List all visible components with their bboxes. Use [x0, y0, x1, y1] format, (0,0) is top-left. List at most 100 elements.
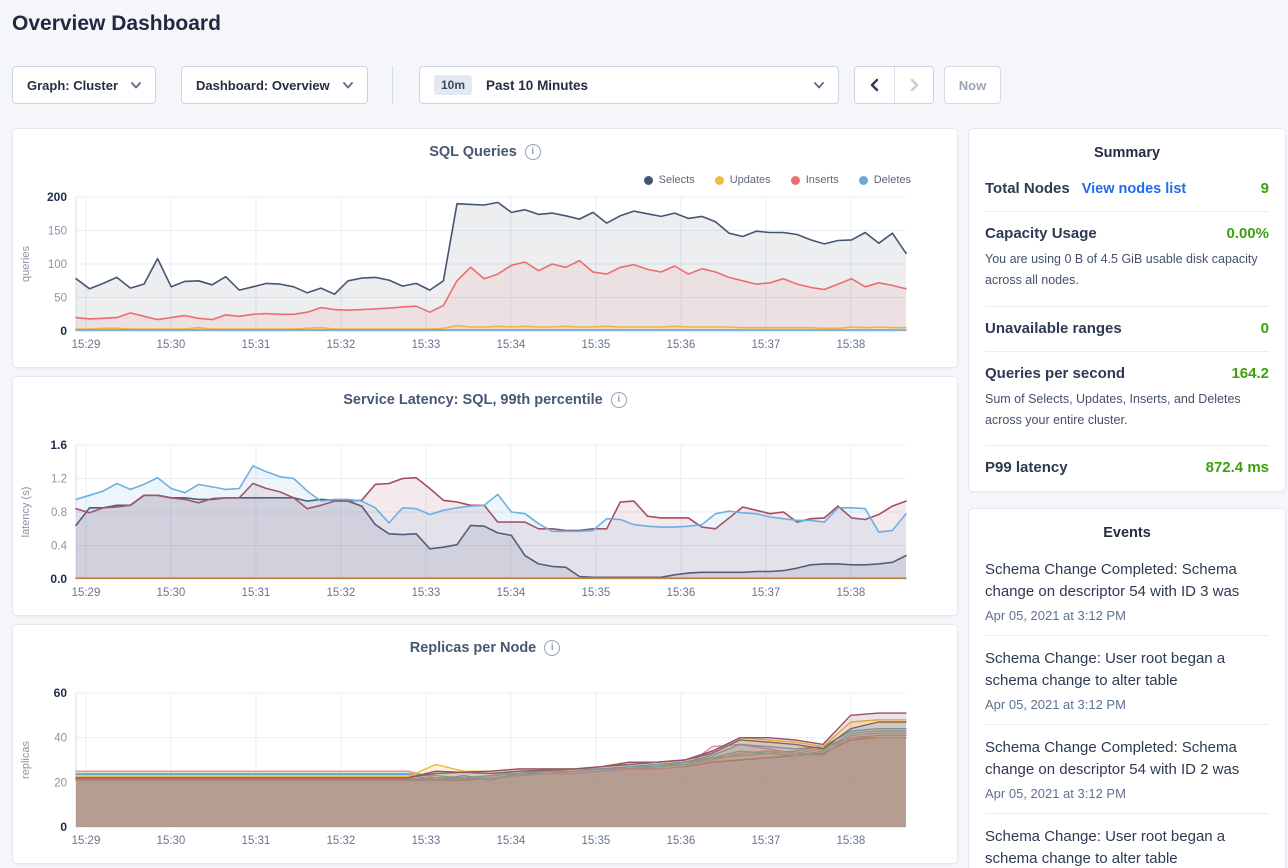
- svg-text:15:31: 15:31: [242, 339, 271, 351]
- svg-text:0: 0: [60, 324, 67, 338]
- svg-text:queries: queries: [20, 245, 32, 282]
- svg-text:15:30: 15:30: [157, 835, 186, 847]
- legend-item-inserts: Inserts: [790, 174, 839, 186]
- summary-row: P99 latency 872.4 ms: [985, 446, 1269, 490]
- events-list: Schema Change Completed: Schema change o…: [969, 547, 1285, 868]
- svg-text:15:33: 15:33: [412, 339, 441, 351]
- svg-text:15:33: 15:33: [412, 835, 441, 847]
- svg-text:15:37: 15:37: [752, 835, 781, 847]
- svg-text:0.4: 0.4: [51, 541, 68, 553]
- summary-row-label: Capacity Usage: [985, 225, 1097, 242]
- summary-row-label: P99 latency: [985, 459, 1068, 476]
- svg-text:50: 50: [54, 293, 67, 305]
- svg-text:15:30: 15:30: [157, 339, 186, 351]
- summary-row: Capacity Usage 0.00% You are using 0 B of …: [985, 212, 1269, 307]
- time-range-dropdown[interactable]: 10m Past 10 Minutes: [419, 66, 839, 104]
- svg-text:15:31: 15:31: [242, 587, 271, 599]
- svg-text:15:36: 15:36: [667, 835, 696, 847]
- svg-text:latency (s): latency (s): [20, 487, 32, 538]
- sql-queries-chart-plot[interactable]: 15:29 15:30 15:31 15:32 15:33 15:34 15:35 15:36…: [13, 179, 959, 357]
- legend-label: Deletes: [873, 174, 911, 186]
- previous-time-window-button[interactable]: [855, 67, 894, 103]
- view-nodes-list-link[interactable]: View nodes list: [1081, 181, 1187, 197]
- svg-text:15:36: 15:36: [667, 339, 696, 351]
- svg-text:40: 40: [54, 733, 67, 745]
- time-range-badge: 10m: [434, 75, 473, 95]
- summary-row-label: Unavailable ranges: [985, 319, 1122, 337]
- time-range-label: Past 10 Minutes: [486, 77, 589, 93]
- graph-dropdown[interactable]: Graph: Cluster: [12, 66, 156, 104]
- chevron-down-icon: [131, 82, 141, 89]
- svg-text:200: 200: [47, 190, 67, 204]
- page-title: Overview Dashboard: [12, 12, 221, 35]
- summary-row: Unavailable ranges 0: [985, 307, 1269, 352]
- svg-text:15:29: 15:29: [72, 587, 101, 599]
- svg-text:15:35: 15:35: [582, 339, 611, 351]
- summary-row-label: Total Nodes: [985, 180, 1070, 197]
- info-icon[interactable]: i: [610, 392, 627, 408]
- summary-title: Summary: [1093, 145, 1161, 161]
- event-text: Schema Change: User root began a schema …: [985, 650, 1226, 689]
- chevron-right-icon: [910, 78, 918, 92]
- events-title: Events: [1103, 525, 1151, 541]
- event-timestamp: Apr 05, 2021 at 3:12 PM: [985, 697, 1126, 712]
- sql-queries-legend: Selects Updates Inserts Deletes: [643, 174, 911, 186]
- summary-row: Total Nodes View nodes list 9: [985, 167, 1269, 212]
- event-timestamp: Apr 05, 2021 at 3:12 PM: [985, 786, 1126, 801]
- chart-title-replicas-per-node: Replicas per Node: [409, 640, 537, 656]
- svg-text:100: 100: [48, 259, 67, 271]
- svg-text:15:34: 15:34: [497, 587, 526, 599]
- svg-text:15:31: 15:31: [242, 835, 271, 847]
- event-timestamp: Apr 05, 2021 at 3:12 PM: [985, 608, 1126, 623]
- svg-text:60: 60: [54, 686, 68, 700]
- svg-text:150: 150: [48, 226, 67, 238]
- svg-text:15:33: 15:33: [412, 587, 441, 599]
- summary-row-value: 0: [1260, 319, 1269, 337]
- svg-text:15:35: 15:35: [582, 835, 611, 847]
- svg-text:15:34: 15:34: [497, 339, 526, 351]
- legend-item-updates: Updates: [714, 174, 771, 186]
- replicas-per-node-panel: Replicas per Node i 15:29 15:30 15:31 15:32…: [12, 624, 958, 864]
- legend-label: Updates: [729, 174, 771, 186]
- info-icon[interactable]: i: [544, 640, 561, 656]
- summary-row-value: 9: [1260, 180, 1269, 197]
- event-text: Schema Change Completed: Schema change o…: [985, 739, 1240, 778]
- service-latency-panel: Service Latency: SQL, 99th percentile i …: [12, 376, 958, 616]
- summary-rows: Total Nodes View nodes list 9 Capacity Usag…: [969, 167, 1285, 490]
- svg-text:replicas: replicas: [20, 741, 32, 779]
- controls-divider: [392, 66, 393, 104]
- svg-text:15:32: 15:32: [327, 835, 356, 847]
- legend-label: Selects: [658, 174, 695, 186]
- summary-row-value: 164.2: [1231, 364, 1269, 382]
- controls-bar: Graph: Cluster Dashboard: Overview 10m P…: [12, 66, 1001, 104]
- legend-dot: [714, 175, 724, 185]
- svg-text:1.6: 1.6: [50, 438, 67, 452]
- svg-text:15:37: 15:37: [752, 587, 781, 599]
- event-text: Schema Change: User root began a schema …: [985, 828, 1226, 867]
- chevron-left-icon: [870, 78, 879, 92]
- service-latency-chart-plot[interactable]: 15:29 15:30 15:31 15:32 15:33 15:34 15:35 15:36…: [13, 427, 959, 605]
- svg-text:15:35: 15:35: [582, 587, 611, 599]
- info-icon[interactable]: i: [524, 144, 541, 160]
- legend-dot: [858, 175, 868, 185]
- svg-text:15:37: 15:37: [752, 339, 781, 351]
- svg-text:15:38: 15:38: [836, 339, 865, 351]
- event-list-item: Schema Change: User root began a schema …: [985, 814, 1269, 868]
- now-button[interactable]: Now: [944, 66, 1001, 104]
- legend-dot: [790, 175, 800, 185]
- svg-text:15:34: 15:34: [497, 835, 526, 847]
- time-step-buttons: [854, 66, 934, 104]
- dashboard-dropdown[interactable]: Dashboard: Overview: [181, 66, 368, 104]
- summary-row: Queries per second 164.2 Sum of Selects, U…: [985, 352, 1269, 446]
- chevron-down-icon: [814, 82, 824, 89]
- legend-dot: [643, 175, 653, 185]
- event-list-item: Schema Change Completed: Schema change o…: [985, 725, 1269, 814]
- svg-text:15:36: 15:36: [667, 587, 696, 599]
- legend-label: Inserts: [805, 174, 839, 186]
- legend-item-selects: Selects: [643, 174, 695, 186]
- event-list-item: Schema Change: User root began a schema …: [985, 636, 1269, 725]
- svg-text:15:29: 15:29: [72, 339, 101, 351]
- replicas-chart-plot[interactable]: 15:29 15:30 15:31 15:32 15:33 15:34 15:35 15:36…: [13, 675, 959, 853]
- legend-item-deletes: Deletes: [858, 174, 911, 186]
- next-time-window-button[interactable]: [894, 67, 933, 103]
